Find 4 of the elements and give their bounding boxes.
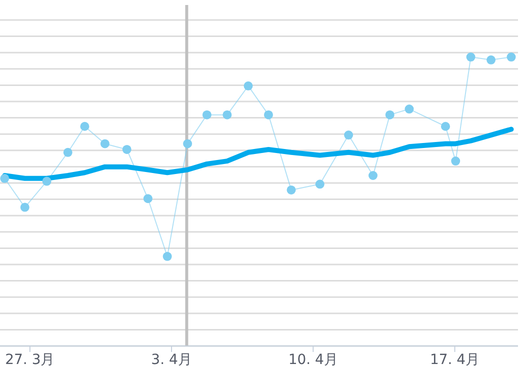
x-tick-label: 10. 4月 <box>288 352 338 368</box>
x-tick-label: 3. 4月 <box>151 352 192 368</box>
x-tick-label: 27. 3月 <box>5 352 55 368</box>
x-tick-label: 17. 4月 <box>430 352 480 368</box>
